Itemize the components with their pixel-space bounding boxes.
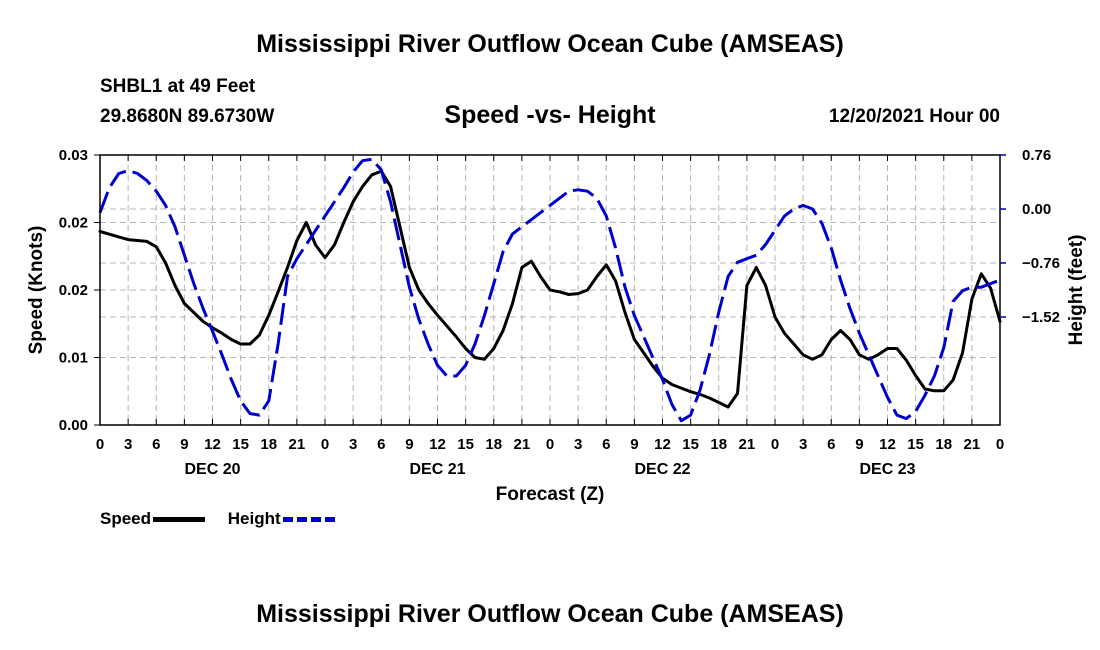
page-title: Mississippi River Outflow Ocean Cube (AM… — [256, 30, 844, 58]
x-tick-label: 3 — [799, 436, 807, 453]
series-line-height — [98, 157, 1001, 423]
series-layer — [98, 157, 1002, 423]
y2-tick-label: −1.52 — [1022, 309, 1060, 326]
x-tick-label: 6 — [152, 436, 160, 453]
legend-item-height: Height — [228, 509, 335, 529]
day-label: DEC 20 — [184, 461, 240, 478]
x-tick-label: 0 — [321, 436, 329, 453]
y-tick-label: 0.03 — [59, 147, 88, 164]
y2-axis-title: Height (feet) — [1066, 235, 1087, 346]
x-tick-label: 9 — [855, 436, 863, 453]
x-tick-label: 15 — [907, 436, 924, 453]
x-tick-label: 18 — [485, 436, 502, 453]
y-tick-label: 0.02 — [59, 282, 88, 299]
x-tick-label: 0 — [546, 436, 554, 453]
day-label: DEC 21 — [409, 461, 465, 478]
x-tick-label: 9 — [405, 436, 413, 453]
y-tick-label: 0.02 — [59, 215, 88, 232]
x-tick-label: 3 — [349, 436, 357, 453]
x-tick-label: 12 — [879, 436, 896, 453]
x-tick-label: 3 — [574, 436, 582, 453]
x-tick-label: 6 — [827, 436, 835, 453]
day-label: DEC 23 — [859, 461, 915, 478]
legend-item-speed: Speed — [100, 509, 206, 529]
chart-subtitle: Speed -vs- Height — [444, 101, 656, 129]
x-tick-label: 15 — [682, 436, 699, 453]
x-tick-label: 12 — [654, 436, 671, 453]
day-label: DEC 22 — [634, 461, 690, 478]
x-tick-label: 21 — [964, 436, 981, 453]
page-title-repeat: Mississippi River Outflow Ocean Cube (AM… — [256, 600, 844, 628]
x-tick-label: 21 — [289, 436, 306, 453]
x-tick-label: 15 — [232, 436, 249, 453]
x-tick-label: 0 — [96, 436, 104, 453]
legend: Speed Height — [100, 509, 353, 529]
forecast-datetime: 12/20/2021 Hour 00 — [828, 106, 1000, 127]
y2-tick-label: 0.00 — [1022, 201, 1051, 218]
x-tick-label: 6 — [377, 436, 385, 453]
x-tick-label: 18 — [710, 436, 727, 453]
legend-swatch-speed — [153, 516, 206, 522]
legend-label-speed: Speed — [100, 509, 152, 528]
y2-tick-label: −0.76 — [1022, 255, 1060, 272]
legend-swatch-height — [282, 516, 335, 522]
y-axis-title: Speed (Knots) — [26, 226, 47, 355]
axes: 0 3 6 9 12 15 18 21 0 3 6 9 12 15 18 21 0 3 6 9 12 15 18 21 0 3 6 9… — [59, 147, 1060, 478]
x-tick-label: 0 — [996, 436, 1004, 453]
x-tick-label: 15 — [457, 436, 474, 453]
y-tick-label: 0.00 — [59, 417, 88, 434]
x-tick-label: 21 — [514, 436, 531, 453]
x-tick-label: 18 — [935, 436, 952, 453]
x-tick-label: 9 — [180, 436, 188, 453]
x-tick-label: 0 — [771, 436, 779, 453]
x-tick-label: 18 — [260, 436, 277, 453]
y2-tick-label: 0.76 — [1022, 147, 1051, 164]
x-axis-title: Forecast (Z) — [496, 484, 605, 505]
x-tick-label: 6 — [602, 436, 610, 453]
x-tick-label: 9 — [630, 436, 638, 453]
grid-lines — [100, 154, 1000, 425]
series-line-speed — [98, 169, 1002, 409]
legend-label-height: Height — [227, 509, 281, 528]
station-label: SHBL1 at 49 Feet — [100, 76, 256, 97]
x-tick-label: 12 — [204, 436, 221, 453]
y-tick-label: 0.01 — [59, 350, 88, 367]
x-tick-label: 21 — [739, 436, 756, 453]
x-tick-label: 3 — [124, 436, 132, 453]
x-tick-label: 12 — [429, 436, 446, 453]
coordinates-label: 29.8680N 89.6730W — [100, 106, 275, 127]
